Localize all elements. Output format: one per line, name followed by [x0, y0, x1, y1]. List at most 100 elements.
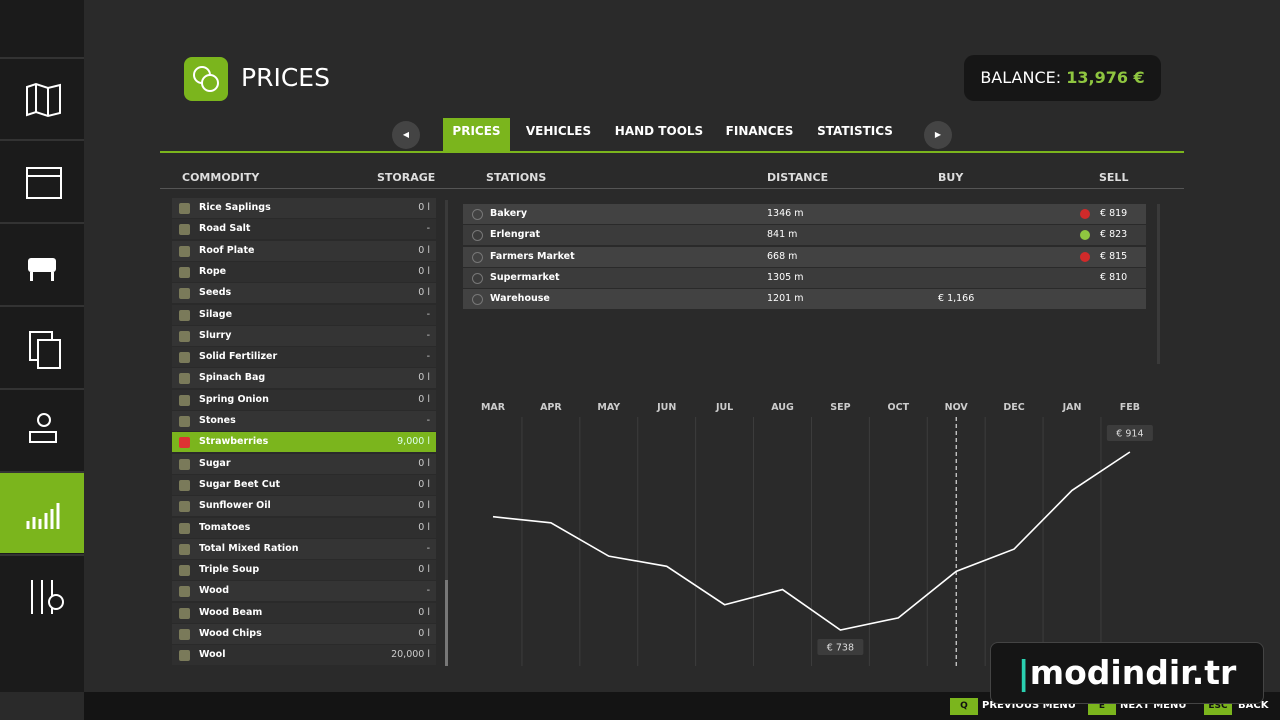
month-label: MAR: [481, 402, 506, 413]
commodity-row[interactable]: Sugar Beet Cut 0 l: [172, 474, 436, 495]
prev-tab[interactable]: ◀: [392, 121, 420, 149]
prices-menu[interactable]: [0, 471, 84, 553]
value-label-box: [1106, 425, 1153, 441]
next-tab[interactable]: ▶: [924, 121, 952, 149]
commodity-icon: [179, 352, 190, 364]
distance-header: DISTANCE: [767, 171, 829, 184]
scrollbar[interactable]: [445, 200, 448, 666]
prices-logo: [184, 57, 228, 101]
station-sell: € 815: [1100, 250, 1128, 262]
commodity-row[interactable]: Spinach Bag 0 l: [172, 368, 436, 389]
key-action[interactable]: BACK: [1238, 700, 1269, 711]
commodity-row[interactable]: Wood Chips 0 l: [172, 624, 436, 644]
commodity-row[interactable]: Tomatoes 0 l: [172, 517, 436, 538]
commodity-name: Total Mixed Ration: [199, 542, 299, 554]
commodity-row[interactable]: Seeds 0 l: [172, 283, 436, 304]
commodity-row[interactable]: Strawberries 9,000 l: [172, 432, 436, 453]
contracts-menu[interactable]: [0, 305, 84, 387]
tab[interactable]: VEHICLES: [525, 124, 592, 138]
commodity-name: Sugar Beet Cut: [199, 478, 281, 490]
station-row[interactable]: Supermarket 1305 m € 810: [463, 267, 1146, 288]
commodity-row[interactable]: Solid Fertilizer -: [172, 347, 436, 368]
tab[interactable]: HAND TOOLS: [614, 124, 704, 138]
header-rule: [160, 188, 1184, 189]
commodity-storage: 9,000 l: [397, 436, 430, 448]
sell-header: SELL: [1099, 171, 1129, 184]
commodity-row[interactable]: Sunflower Oil 0 l: [172, 496, 436, 517]
commodity-name: Wood Chips: [199, 628, 262, 639]
commodity-row[interactable]: Spring Onion 0 l: [172, 389, 436, 410]
commodity-icon: [179, 650, 190, 662]
buy-header: BUY: [938, 171, 964, 184]
commodity-row[interactable]: Slurry -: [172, 325, 436, 346]
commodity-row[interactable]: Wood -: [172, 581, 436, 602]
commodity-storage: 0 l: [418, 500, 430, 512]
commodity-row[interactable]: Rope 0 l: [172, 261, 436, 282]
commodity-row[interactable]: Total Mixed Ration -: [172, 538, 436, 559]
commodity-icon: [179, 629, 190, 640]
commodity-icon: [179, 416, 190, 427]
commodity-icon: [179, 543, 190, 555]
commodity-storage: 0 l: [418, 628, 430, 639]
commodity-row[interactable]: Sugar 0 l: [172, 453, 436, 474]
commodity-name: Stones: [199, 415, 236, 426]
commodity-icon: [179, 309, 190, 321]
tab[interactable]: STATISTICS: [817, 124, 893, 138]
key-action[interactable]: NEXT MENU: [1120, 700, 1187, 711]
commodity-name: Wood Beam: [199, 606, 263, 618]
commodity-row[interactable]: Silage -: [172, 304, 436, 325]
key-action[interactable]: PREVIOUS MENU: [982, 700, 1076, 711]
commodity-icon: [179, 288, 190, 300]
commodity-row[interactable]: Road Salt -: [172, 219, 436, 240]
scroll-thumb[interactable]: [445, 580, 448, 666]
commodity-storage: 0 l: [418, 606, 430, 618]
commodity-storage: 0 l: [418, 287, 430, 299]
commodity-row[interactable]: Roof Plate 0 l: [172, 240, 436, 261]
commodity-storage: 0 l: [418, 564, 430, 576]
commodity-row[interactable]: Stones -: [172, 411, 436, 431]
station-row[interactable]: Warehouse 1201 m € 1,166: [463, 289, 1146, 310]
commodity-row[interactable]: Triple Soup 0 l: [172, 560, 436, 581]
commodity-name: Wood: [199, 585, 229, 597]
station-row[interactable]: Bakery 1346 m € 819: [463, 204, 1146, 224]
commodity-icon: [179, 224, 190, 236]
commodity-icon: [179, 565, 190, 577]
commodity-icon: [179, 373, 190, 385]
commodity-name: Sunflower Oil: [199, 500, 271, 512]
commodity-name: Triple Soup: [199, 564, 260, 576]
value-label-box: [817, 639, 864, 655]
commodity-storage: -: [426, 223, 430, 235]
map-menu[interactable]: [0, 57, 84, 139]
commodity-row[interactable]: Wood Beam 0 l: [172, 602, 436, 623]
chart-icon: [26, 503, 60, 529]
key-badge[interactable]: Q: [950, 698, 978, 715]
tab[interactable]: PRICES: [443, 118, 510, 151]
commodity-icon: [179, 245, 190, 257]
commodity-storage: 0 l: [418, 478, 430, 490]
commodity-storage: -: [426, 585, 430, 597]
station-row[interactable]: Erlengrat 841 m € 823: [463, 225, 1146, 246]
animals-menu[interactable]: [0, 222, 84, 304]
station-row[interactable]: Farmers Market 668 m € 815: [463, 246, 1146, 267]
commodity-row[interactable]: Rice Saplings 0 l: [172, 198, 436, 218]
commodity-icon: [179, 522, 190, 534]
commodity-row[interactable]: Wool 20,000 l: [172, 645, 436, 666]
settings-menu[interactable]: [0, 554, 84, 636]
production-icon: [29, 413, 57, 443]
commodity-storage: 0 l: [418, 244, 430, 256]
price-line: [492, 451, 1131, 631]
balance-box: BALANCE: 13,976 €: [964, 55, 1161, 101]
station-buy: € 1,166: [938, 293, 975, 305]
storage-header: STORAGE: [377, 171, 436, 184]
commodity-name: Tomatoes: [199, 521, 251, 533]
month-label: JAN: [1062, 402, 1082, 413]
commodity-name: Spring Onion: [199, 393, 269, 405]
station-name: Farmers Market: [490, 250, 575, 262]
tab[interactable]: FINANCES: [725, 124, 794, 138]
calendar-menu[interactable]: [0, 139, 84, 221]
station-scrollbar: [1157, 204, 1160, 364]
watermark: |modindir.tr: [990, 642, 1264, 704]
production-menu[interactable]: [0, 388, 84, 470]
station-name: Supermarket: [490, 271, 560, 283]
station-distance: 668 m: [767, 250, 798, 262]
